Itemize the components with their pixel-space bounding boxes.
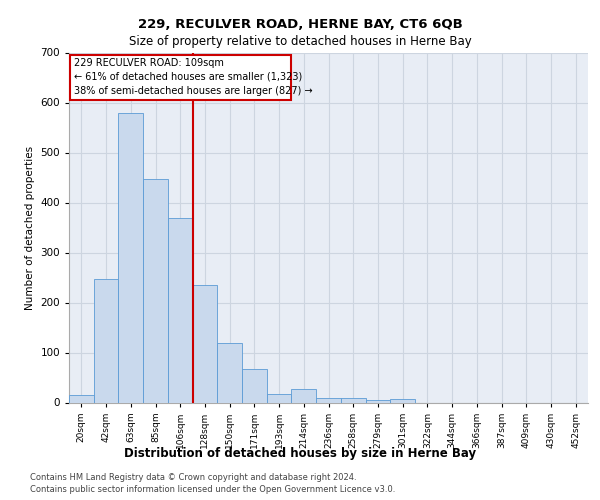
Bar — [69, 395, 94, 402]
Text: 229 RECULVER ROAD: 109sqm
← 61% of detached houses are smaller (1,323)
38% of se: 229 RECULVER ROAD: 109sqm ← 61% of detac… — [74, 58, 313, 96]
Bar — [365, 400, 390, 402]
Bar — [168, 218, 193, 402]
Bar — [193, 285, 217, 403]
Text: Size of property relative to detached houses in Herne Bay: Size of property relative to detached ho… — [128, 35, 472, 48]
Bar — [341, 398, 365, 402]
Bar — [390, 399, 415, 402]
Bar — [217, 342, 242, 402]
Text: Distribution of detached houses by size in Herne Bay: Distribution of detached houses by size … — [124, 448, 476, 460]
FancyBboxPatch shape — [70, 55, 292, 100]
Bar — [267, 394, 292, 402]
Bar — [118, 112, 143, 403]
Text: 229, RECULVER ROAD, HERNE BAY, CT6 6QB: 229, RECULVER ROAD, HERNE BAY, CT6 6QB — [137, 18, 463, 30]
Bar — [292, 388, 316, 402]
Y-axis label: Number of detached properties: Number of detached properties — [25, 146, 35, 310]
Bar — [242, 368, 267, 402]
Bar — [143, 178, 168, 402]
Bar — [316, 398, 341, 402]
Text: Contains HM Land Registry data © Crown copyright and database right 2024.: Contains HM Land Registry data © Crown c… — [30, 472, 356, 482]
Bar — [94, 278, 118, 402]
Text: Contains public sector information licensed under the Open Government Licence v3: Contains public sector information licen… — [30, 485, 395, 494]
